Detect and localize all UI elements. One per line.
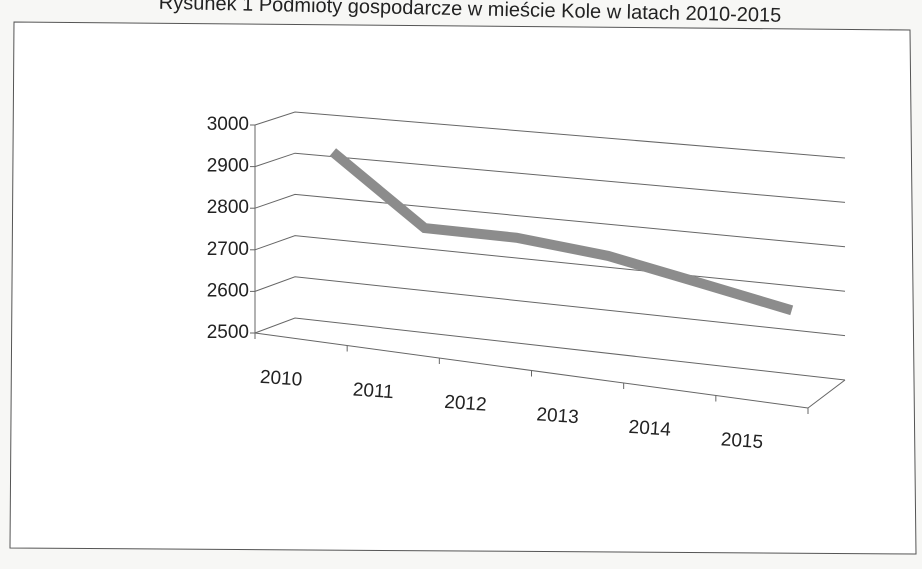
x-tick-label: 2010: [259, 367, 303, 391]
x-tick-label: 2014: [628, 417, 672, 441]
x-tick-label: 2013: [536, 404, 580, 428]
x-tick-label: 2011: [352, 379, 394, 403]
y-tick-label: 2500: [207, 322, 249, 343]
grid-line: [254, 193, 846, 248]
grid-line: [254, 317, 846, 381]
series-line: [329, 148, 794, 316]
floor-edge: [807, 379, 846, 409]
y-tick-label: 2900: [207, 156, 249, 177]
y-tick-label: 2700: [207, 239, 249, 260]
x-tick-label: 2015: [720, 429, 764, 453]
chart-frame: [9, 21, 917, 555]
y-tick-label: 2800: [207, 197, 249, 218]
grid-line: [254, 276, 846, 337]
y-tick-label: 3000: [207, 114, 249, 135]
grid-line: [254, 152, 846, 203]
grid-line: [254, 111, 846, 159]
y-tick-label: 2600: [207, 280, 249, 301]
x-tick-label: 2012: [444, 392, 488, 416]
